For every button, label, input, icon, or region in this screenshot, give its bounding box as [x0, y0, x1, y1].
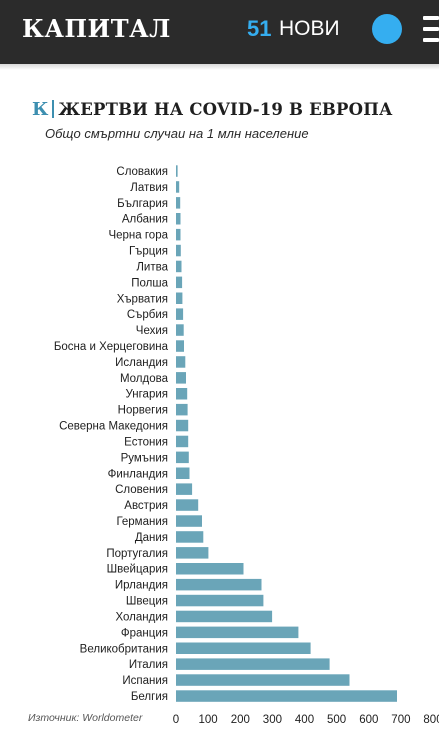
- bar-3: [176, 213, 181, 225]
- kapital-k-mark: К: [32, 98, 49, 120]
- title-separator: [52, 100, 55, 118]
- bar-8: [176, 292, 183, 304]
- bar-26: [176, 578, 262, 591]
- category-label-24: Португалия: [106, 548, 168, 560]
- x-tick-label-6: 600: [359, 714, 378, 726]
- category-label-22: Германия: [116, 516, 168, 528]
- bar-4: [176, 228, 181, 241]
- x-tick-label-4: 400: [295, 714, 314, 726]
- category-label-0: Словакия: [116, 166, 168, 178]
- bar-21: [176, 499, 199, 511]
- bar-14: [176, 388, 188, 400]
- bar-28: [176, 610, 273, 623]
- bar-23: [176, 531, 204, 543]
- x-tick-label-2: 200: [231, 714, 250, 726]
- category-label-31: Италия: [129, 659, 168, 671]
- bar-24: [176, 547, 209, 559]
- category-label-25: Швейцария: [107, 564, 168, 576]
- category-label-26: Ирландия: [115, 580, 168, 592]
- category-label-4: Черна гора: [108, 230, 168, 242]
- bar-6: [176, 260, 182, 273]
- news-label[interactable]: НОВИ: [279, 17, 340, 40]
- x-tick-label-1: 100: [199, 714, 218, 726]
- category-labels-group: Словакия Латвия България Албания Черна гора Г…: [54, 166, 169, 703]
- x-axis-ticks-group: 0 100 200 300 400 500 600 700 800: [173, 714, 439, 726]
- bar-33: [176, 690, 397, 702]
- category-label-19: Финландия: [108, 468, 168, 480]
- bar-10: [176, 324, 184, 336]
- chart-title: ЖЕРТВИ НА COVID-19 В ЕВРОПА: [58, 99, 393, 119]
- bar-5: [176, 244, 181, 257]
- category-label-16: Северна Македония: [59, 421, 168, 433]
- bar-15: [176, 403, 188, 416]
- bar-12: [176, 356, 186, 368]
- bar-20: [176, 483, 193, 495]
- x-tick-label-7: 700: [391, 714, 410, 726]
- category-label-18: Румъния: [121, 452, 168, 464]
- bar-32: [176, 674, 350, 686]
- topbar-shadow: [0, 64, 439, 70]
- category-label-6: Литва: [136, 262, 168, 274]
- bar-27: [176, 594, 264, 607]
- bar-22: [176, 515, 202, 527]
- category-label-27: Швеция: [126, 596, 168, 608]
- category-label-12: Исландия: [115, 357, 168, 369]
- bar-1: [176, 181, 180, 193]
- bars-group: [176, 165, 397, 702]
- category-label-1: Латвия: [130, 182, 168, 194]
- category-label-15: Норвегия: [118, 405, 168, 417]
- category-label-32: Испания: [122, 675, 168, 687]
- category-label-3: Албания: [122, 214, 168, 226]
- bar-0: [176, 165, 178, 177]
- category-label-20: Словения: [115, 484, 168, 496]
- x-tick-label-0: 0: [173, 714, 179, 726]
- x-tick-label-8: 800: [423, 714, 439, 726]
- bar-19: [176, 467, 190, 479]
- bar-13: [176, 372, 186, 384]
- bar-30: [176, 642, 311, 654]
- x-tick-label-5: 500: [327, 714, 346, 726]
- bar-11: [176, 340, 184, 352]
- bar-18: [176, 451, 189, 464]
- bar-7: [176, 276, 183, 289]
- category-label-2: България: [117, 198, 168, 210]
- bar-17: [176, 435, 189, 448]
- source-note: Източник: Worldometer: [28, 712, 143, 724]
- category-label-23: Дания: [135, 532, 168, 544]
- category-label-5: Гърция: [129, 246, 168, 258]
- category-label-7: Полша: [131, 277, 168, 289]
- news-count[interactable]: 51: [247, 16, 272, 41]
- category-label-13: Молдова: [120, 373, 169, 385]
- category-label-8: Хърватия: [117, 293, 168, 305]
- category-label-29: Франция: [121, 627, 168, 639]
- x-tick-label-3: 300: [263, 714, 282, 726]
- category-label-9: Сърбия: [127, 309, 168, 321]
- category-label-11: Босна и Херцеговина: [54, 341, 169, 353]
- category-label-33: Белгия: [131, 691, 168, 703]
- category-label-10: Чехия: [136, 325, 168, 337]
- category-label-14: Унгария: [125, 389, 168, 401]
- bar-2: [176, 197, 181, 209]
- bar-29: [176, 626, 299, 639]
- category-label-28: Холандия: [115, 612, 168, 624]
- bar-16: [176, 419, 189, 432]
- bar-9: [176, 308, 184, 320]
- category-label-17: Естония: [124, 437, 168, 449]
- chart-subtitle: Общо смъртни случаи на 1 млн население: [45, 126, 309, 141]
- notification-icon[interactable]: [372, 14, 402, 44]
- chart-title-row: К ЖЕРТВИ НА COVID-19 В ЕВРОПА: [32, 98, 393, 120]
- bar-31: [176, 658, 330, 670]
- bar-25: [176, 563, 244, 575]
- category-label-30: Великобритания: [80, 643, 168, 655]
- category-label-21: Австрия: [124, 500, 168, 512]
- top-navigation-bar: КАПИТАЛ 51 НОВИ: [0, 0, 439, 64]
- site-logo[interactable]: КАПИТАЛ: [22, 14, 171, 43]
- menu-icon[interactable]: [423, 16, 439, 44]
